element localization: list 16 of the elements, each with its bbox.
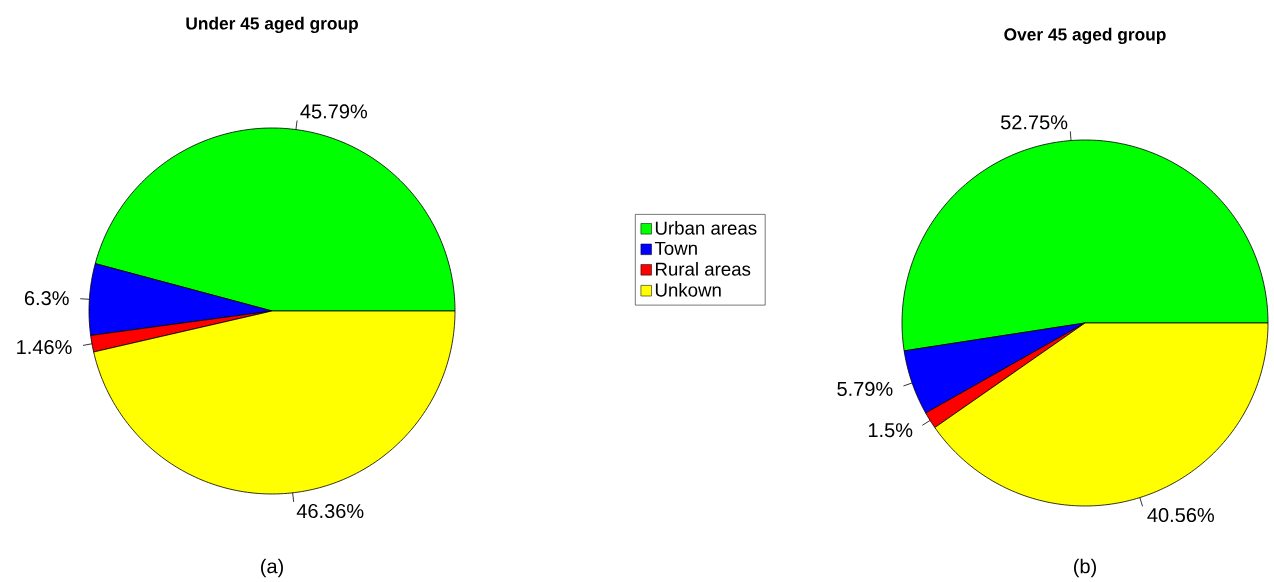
legend-label: Urban areas: [655, 221, 757, 235]
text: (b): [1074, 558, 1096, 578]
data-label: 5.79%: [837, 381, 893, 397]
data-label: 1.5%: [868, 423, 913, 438]
data-label: 52.75%: [1000, 115, 1068, 130]
data-label: 46.36%: [296, 504, 364, 519]
chart-title: Over 45 aged group: [1004, 27, 1166, 45]
data-label: 40.56%: [1147, 508, 1214, 523]
legend-label: Unkown: [655, 283, 721, 297]
legend-label: Town: [654, 242, 697, 256]
data-label: 45.79%: [300, 104, 368, 119]
data-label: 1.46%: [17, 340, 72, 355]
text: (a): [261, 558, 283, 578]
data-label: 6.3%: [24, 291, 69, 306]
chart-title: Under 45 aged group: [186, 17, 358, 34]
legend-label: Rural areas: [655, 262, 751, 276]
